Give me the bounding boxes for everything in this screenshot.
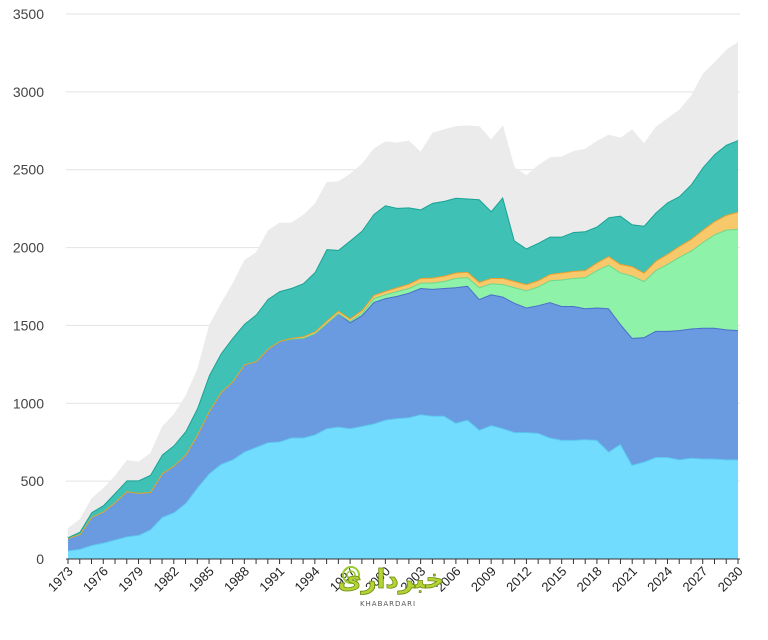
x-tick-label: 2027 [679,564,710,595]
y-tick-label: 500 [21,473,45,489]
x-tick-label: 2030 [715,564,746,595]
khabardari-logo-watermark: خبردارى KHABARDARI [337,565,445,608]
x-tick-label: 1985 [186,564,217,595]
x-tick-label: 1979 [115,564,146,595]
x-tick-label: 1991 [256,564,287,595]
y-tick-label: 2000 [13,240,44,256]
logo-title: خبردارى [338,565,445,595]
x-axis [66,558,740,564]
x-tick-label: 2015 [538,564,569,595]
area-series-group [67,42,739,559]
x-tick-label: 2021 [609,564,640,595]
area-series-3 [68,228,738,538]
y-tick-label: 0 [36,551,44,567]
x-tick-label: 2009 [468,564,499,595]
x-tick-label: 1988 [221,564,252,595]
x-tick-label: 2024 [644,564,675,595]
x-tick-label: 2018 [574,564,605,595]
area-series-6 [68,42,738,538]
y-tick-label: 2500 [13,162,44,178]
y-tick-label: 3500 [13,6,44,22]
y-tick-label: 1000 [13,395,44,411]
x-tick-label: 1982 [151,564,182,595]
x-tick-label: 2012 [503,564,534,595]
area-series-2 [68,285,738,551]
x-tick-label: 1973 [45,564,76,595]
logo-subtitle: KHABARDARI [360,600,416,608]
y-axis-ticks: 0 500 1000 1500 2000 2500 3000 3500 [13,6,44,567]
y-tick-label: 1500 [13,317,44,333]
logo-ring-icon [342,566,360,584]
x-tick-label: 1976 [80,564,111,595]
y-tick-label: 3000 [13,84,44,100]
area-series-5 [68,140,738,538]
area-series-1 [68,414,738,559]
